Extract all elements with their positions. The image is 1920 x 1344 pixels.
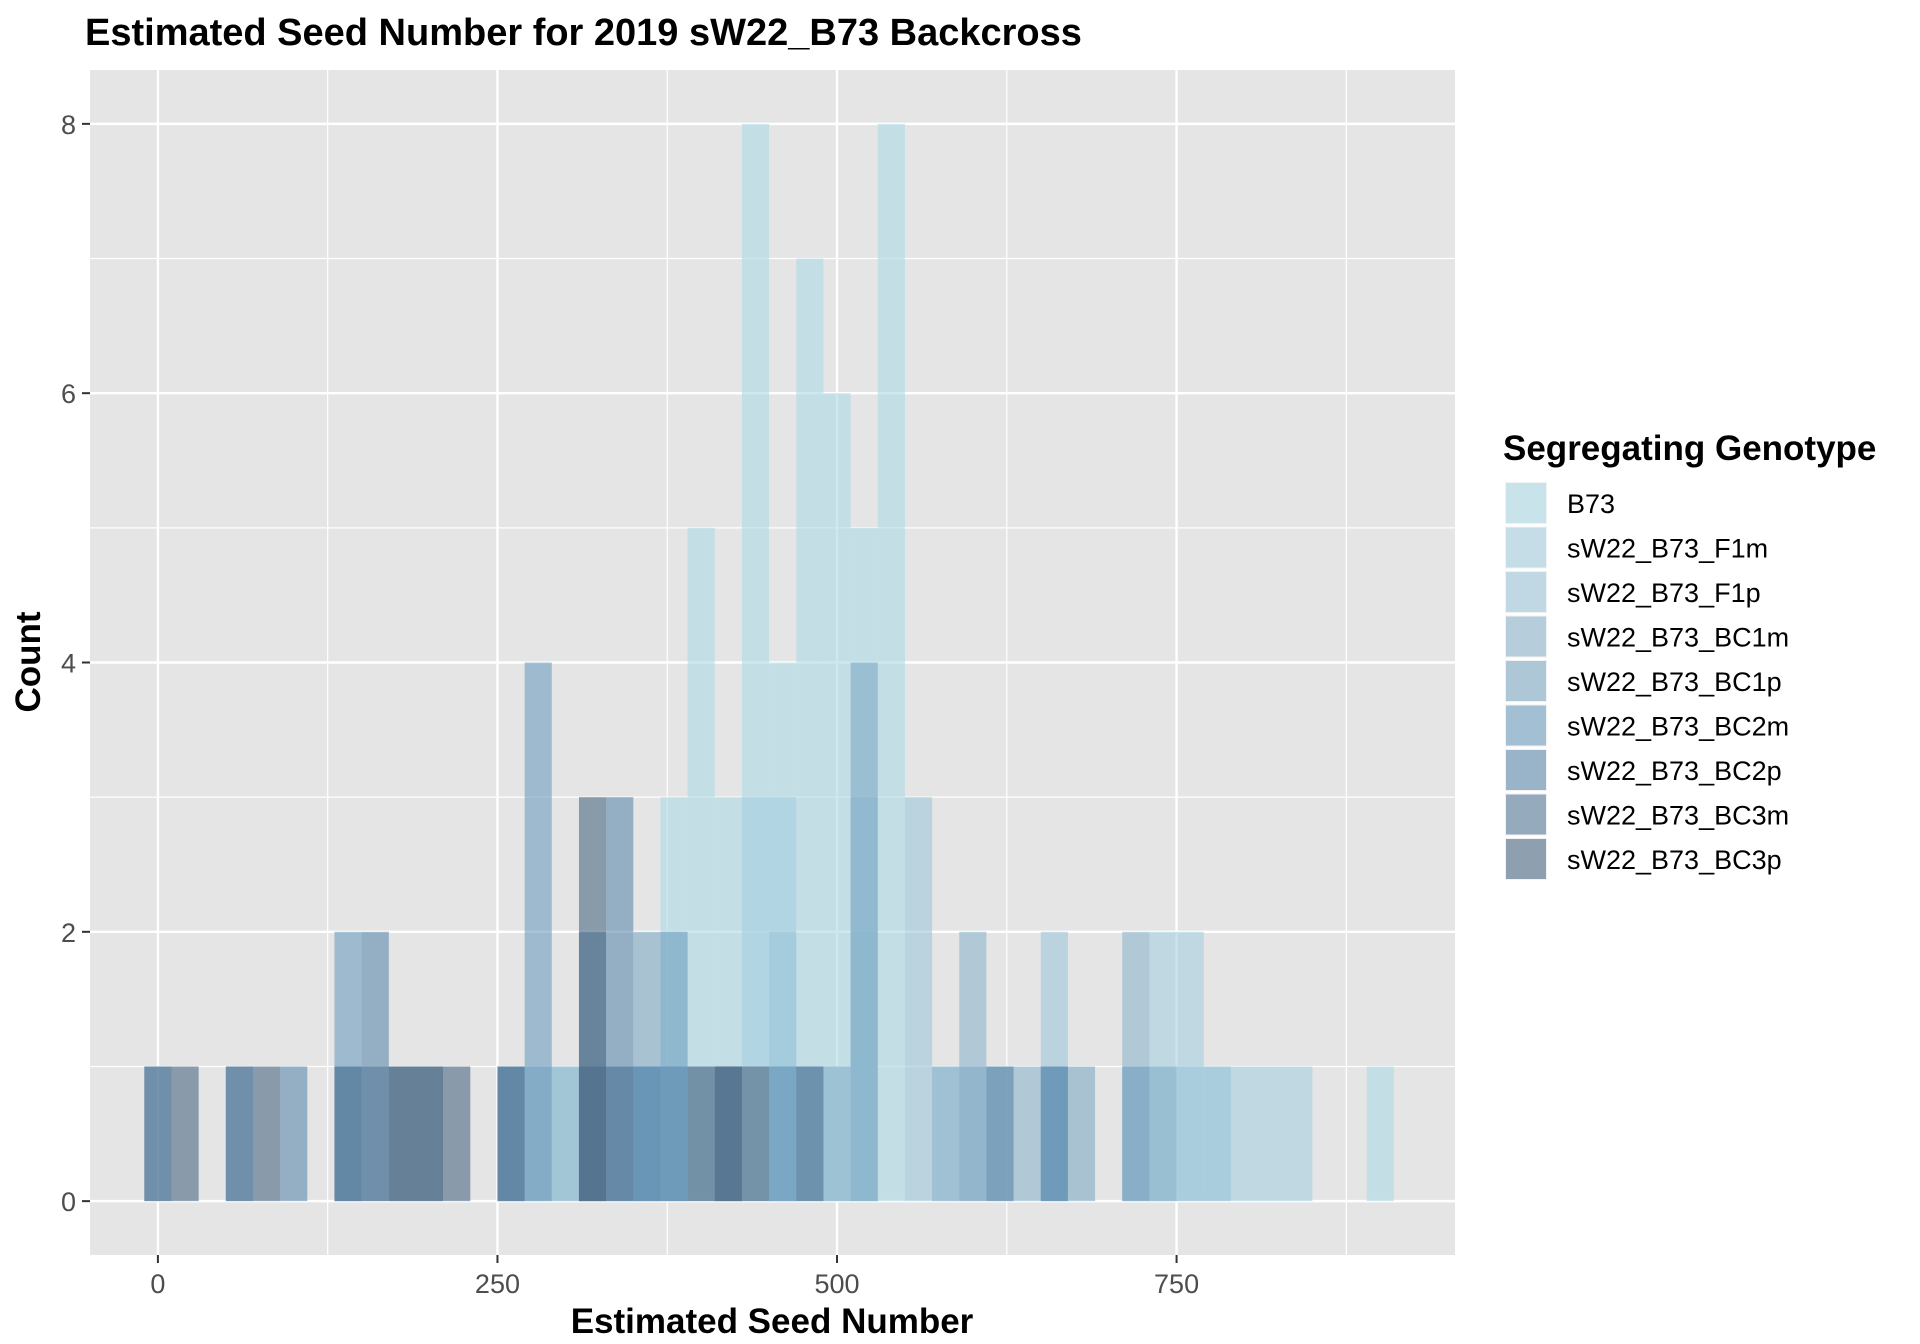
legend: B73 sW22_B73_F1m sW22_B73_F1p sW22_B73_BC1m… [1505,482,1789,880]
bar-sw22-b73-bc2p [633,1066,661,1202]
bar-sw22-b73-bc1m [823,1066,851,1202]
bar-b73 [877,123,905,1202]
y-tick-label: 8 [61,110,76,140]
legend-label: sW22_B73_BC3p [1567,845,1782,875]
bar-sw22-b73-bc2p [280,1066,308,1202]
bar-sw22-b73-bc3p [741,1066,770,1202]
y-tick-label: 2 [61,918,76,948]
bar-sw22-b73-bc1m [551,1066,579,1202]
bar-sw22-b73-bc3p [252,1066,281,1202]
bar-sw22-b73-bc3p [443,1066,471,1202]
legend-swatch [1506,572,1546,612]
legend-label: sW22_B73_BC2p [1567,756,1782,786]
y-tick-label: 6 [61,379,76,409]
bar-sw22-b73-f1m [1258,1066,1286,1202]
bar-sw22-b73-bc2p [986,1066,1014,1202]
axes: 0 250 500 750 0 2 4 6 8 [61,110,1199,1299]
bar-sw22-b73-bc3p [415,1066,444,1202]
legend-title: Segregating Genotype [1503,429,1876,468]
bar-sw22-b73-bc3m [796,1066,824,1202]
bar-sw22-b73-bc3p [687,1066,715,1202]
bar-sw22-b73-bc3m [225,1066,253,1202]
bar-sw22-b73-bc1m [932,1066,960,1202]
x-tick-label: 250 [475,1269,520,1299]
bar-sw22-b73-bc3m [144,1066,172,1202]
bar-sw22-b73-f1p [1176,1066,1204,1202]
legend-swatch [1506,705,1546,746]
bar-sw22-b73-bc3p [714,1066,742,1202]
bar-sw22-b73-f1m [1285,1066,1313,1202]
legend-swatch [1506,527,1546,568]
x-axis-title: Estimated Seed Number [571,1302,974,1341]
legend-swatch [1506,839,1546,879]
bar-sw22-b73-bc2m [524,662,552,1202]
x-tick-label: 0 [150,1269,165,1299]
legend-label: sW22_B73_F1m [1567,534,1768,564]
y-axis-title: Count [9,611,48,712]
bar-b73 [796,258,824,1202]
bar-sw22-b73-bc2p [1040,1066,1068,1202]
bar-sw22-b73-f1p [904,797,933,1202]
legend-label: sW22_B73_BC1p [1567,667,1782,697]
x-tick-label: 750 [1154,1269,1199,1299]
histogram-bars [144,123,1394,1202]
bar-b73 [1366,1066,1394,1202]
bar-sw22-b73-bc3m [334,1066,362,1202]
bar-sw22-b73-bc2m [1122,1066,1150,1202]
bar-sw22-b73-bc1p [959,1066,987,1202]
legend-label: sW22_B73_BC3m [1567,801,1789,831]
bar-sw22-b73-bc3p [388,1066,416,1202]
bar-sw22-b73-bc3p [171,1066,199,1202]
bar-sw22-b73-bc2p [660,1066,688,1202]
legend-label: sW22_B73_BC1m [1567,623,1789,653]
y-tick-label: 0 [61,1187,76,1217]
bar-sw22-b73-bc1p [1067,1066,1096,1202]
bar-sw22-b73-bc3m [361,1066,389,1202]
x-tick-label: 500 [814,1269,859,1299]
bar-sw22-b73-bc1p [850,662,878,1202]
legend-swatch [1506,750,1546,790]
legend-swatch [1506,794,1546,835]
bar-sw22-b73-bc1m [1013,1066,1041,1202]
bar-sw22-b73-bc2m [769,1066,797,1202]
legend-swatch [1506,616,1546,657]
bar-sw22-b73-bc1m [1149,1066,1177,1202]
bar-sw22-b73-bc3m [606,1066,634,1202]
legend-label: B73 [1567,489,1615,519]
bar-sw22-b73-f1p [1203,1066,1231,1202]
legend-swatch [1506,661,1546,701]
y-tick-label: 4 [61,649,76,679]
legend-label: sW22_B73_F1p [1567,578,1761,608]
bar-sw22-b73-bc3p [578,797,607,1202]
chart-title: Estimated Seed Number for 2019 sW22_B73 … [85,12,1082,54]
legend-label: sW22_B73_BC2m [1567,712,1789,742]
bar-sw22-b73-bc3m [497,1066,525,1202]
legend-swatch [1506,483,1546,523]
bar-sw22-b73-f1m [1230,1066,1259,1202]
